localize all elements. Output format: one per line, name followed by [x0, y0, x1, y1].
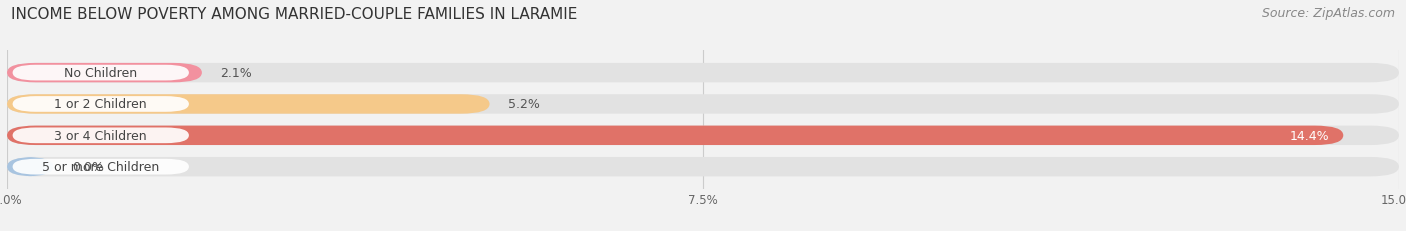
Text: 2.1%: 2.1% [221, 67, 252, 80]
FancyBboxPatch shape [13, 97, 188, 112]
FancyBboxPatch shape [7, 126, 1399, 145]
Text: Source: ZipAtlas.com: Source: ZipAtlas.com [1261, 7, 1395, 20]
Text: 5 or more Children: 5 or more Children [42, 161, 159, 173]
FancyBboxPatch shape [13, 128, 188, 143]
FancyBboxPatch shape [7, 157, 1399, 177]
FancyBboxPatch shape [7, 95, 489, 114]
FancyBboxPatch shape [7, 157, 53, 177]
Text: 14.4%: 14.4% [1289, 129, 1330, 142]
FancyBboxPatch shape [7, 64, 1399, 83]
Text: INCOME BELOW POVERTY AMONG MARRIED-COUPLE FAMILIES IN LARAMIE: INCOME BELOW POVERTY AMONG MARRIED-COUPL… [11, 7, 578, 22]
Text: 0.0%: 0.0% [72, 161, 104, 173]
FancyBboxPatch shape [7, 64, 202, 83]
Text: No Children: No Children [65, 67, 138, 80]
Text: 3 or 4 Children: 3 or 4 Children [55, 129, 148, 142]
FancyBboxPatch shape [7, 95, 1399, 114]
FancyBboxPatch shape [13, 66, 188, 81]
Text: 5.2%: 5.2% [508, 98, 540, 111]
Text: 1 or 2 Children: 1 or 2 Children [55, 98, 148, 111]
FancyBboxPatch shape [13, 159, 188, 175]
FancyBboxPatch shape [7, 126, 1343, 145]
